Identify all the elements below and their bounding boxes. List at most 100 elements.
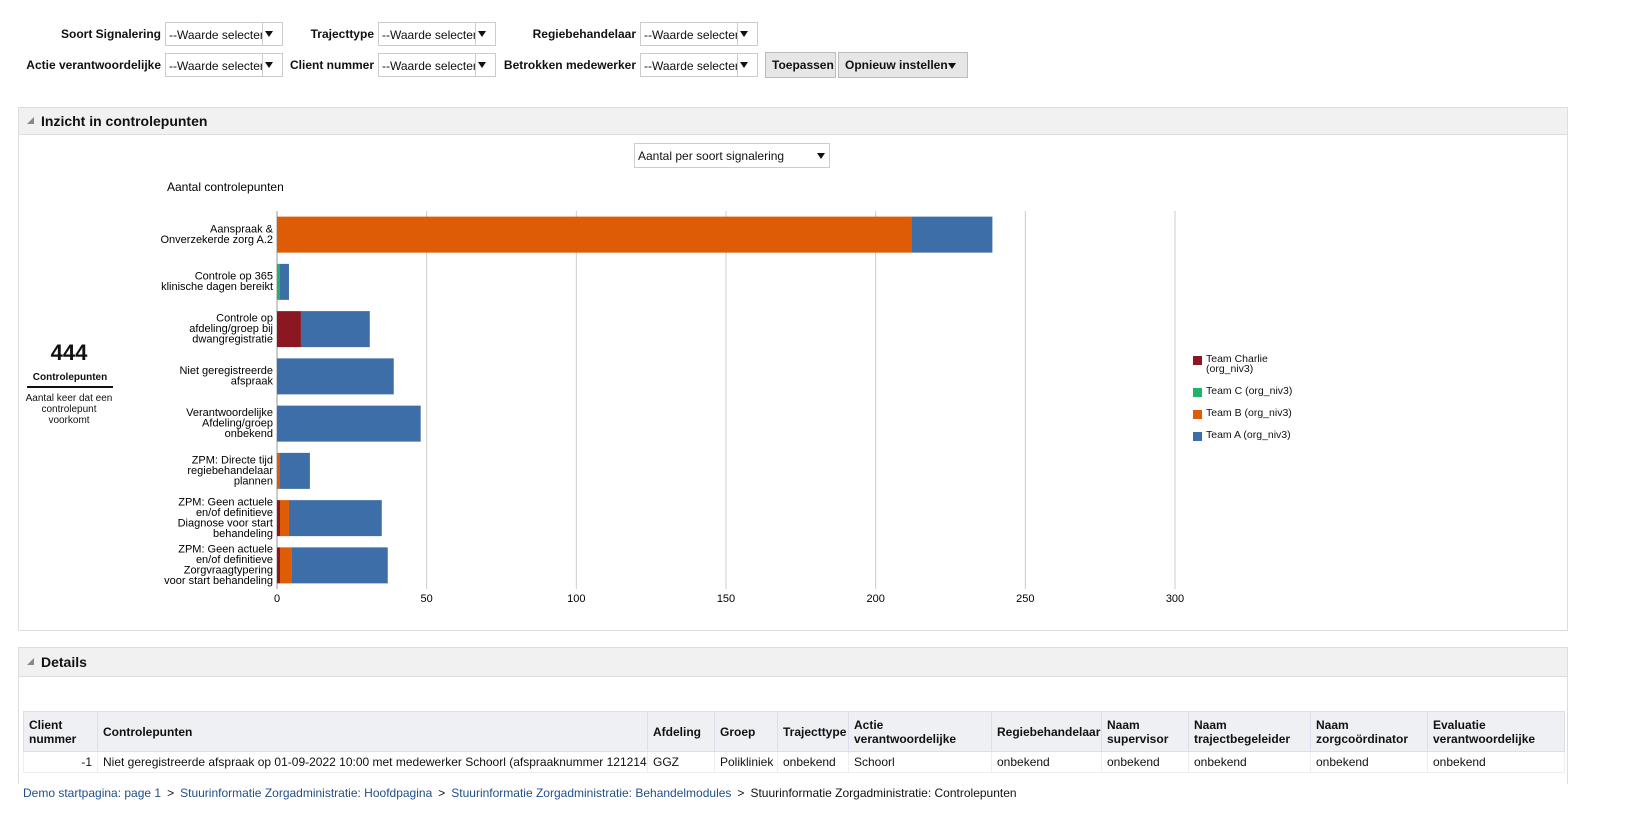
- column-header[interactable]: Regiebehandelaar: [991, 711, 1102, 752]
- category-label: Zorgvraagtypering: [184, 565, 273, 577]
- column-header[interactable]: Controlepunten: [97, 711, 648, 752]
- arrow-icon: [478, 31, 486, 37]
- category-label: onbekend: [225, 428, 273, 440]
- button[interactable]: Toepassen: [765, 52, 836, 78]
- category-label: behandeling: [213, 528, 273, 540]
- category-label: Afdeling/groep: [202, 418, 273, 430]
- select-arrow: [262, 23, 282, 45]
- bar-segment: [288, 500, 382, 537]
- button[interactable]: Opnieuw instellen: [838, 52, 968, 78]
- bar-segment: [279, 263, 289, 300]
- details-header[interactable]: Details: [18, 647, 1568, 677]
- legend-swatch: [1193, 410, 1202, 419]
- category-label: voor start behandeling: [164, 575, 273, 587]
- filter-value: --Waarde selecteren: [644, 59, 738, 73]
- select-arrow: [737, 54, 757, 76]
- breadcrumb-link[interactable]: Stuurinformatie Zorgadministratie: Behan…: [451, 786, 732, 800]
- bar-segment: [277, 452, 280, 489]
- x-tick-label: 300: [1166, 593, 1184, 605]
- bar-segment: [279, 452, 310, 489]
- table-cell: onbekend: [1188, 751, 1311, 773]
- legend-item: Team B (org_niv3): [1193, 408, 1296, 419]
- select-arrow: [475, 23, 495, 45]
- x-tick-label: 50: [421, 593, 433, 605]
- chart: Aantal controlepunten 0 50 100 150 200 250 300…: [160, 180, 1184, 605]
- bar-segment: [291, 547, 388, 584]
- category-label: ZPM: Geen actuele: [178, 544, 273, 556]
- bar-segment: [300, 311, 370, 348]
- filter-select[interactable]: --Waarde selecteren: [378, 53, 496, 77]
- category-label: en/of definitieve: [196, 554, 273, 566]
- panel-title: Inzicht in controlepunten: [41, 113, 208, 129]
- category-label: afspraak: [231, 376, 274, 388]
- category-label: klinische dagen bereikt: [161, 281, 273, 293]
- bar-segment: [277, 216, 912, 253]
- legend-label: Team Charlie (org_niv3): [1206, 353, 1268, 375]
- bar-segment: [277, 405, 421, 442]
- bar-segment: [279, 547, 292, 584]
- table-cell: Schoorl: [848, 751, 992, 773]
- details-title: Details: [41, 654, 87, 670]
- breadcrumb-separator: >: [438, 786, 446, 800]
- column-header[interactable]: Naam zorgcoördinator: [1310, 711, 1428, 752]
- breadcrumb-link[interactable]: Stuurinformatie Zorgadministratie: Hoofd…: [180, 786, 433, 800]
- chart-select-value: Aantal per soort signalering: [638, 149, 785, 163]
- filter-select[interactable]: --Waarde selecteren: [165, 22, 283, 46]
- column-header[interactable]: Groep: [714, 711, 778, 752]
- category-label: Controle op 365: [195, 271, 273, 283]
- legend-swatch: [1193, 432, 1202, 441]
- bar-segment: [277, 547, 280, 584]
- panel-header[interactable]: Inzicht in controlepunten: [18, 107, 1568, 135]
- category-label: Aanspraak &: [210, 223, 274, 235]
- legend-item: Team C (org_niv3): [1193, 386, 1296, 397]
- filter-select[interactable]: --Waarde selecteren: [165, 53, 283, 77]
- bar-segment: [277, 311, 301, 348]
- column-header[interactable]: Client nummer: [23, 711, 98, 752]
- column-header[interactable]: Actie verantwoordelijke: [848, 711, 992, 752]
- column-header[interactable]: Afdeling: [647, 711, 715, 752]
- filter-value: --Waarde selecteren: [169, 28, 263, 42]
- filter-select[interactable]: --Waarde selecteren: [640, 22, 758, 46]
- column-header[interactable]: Naam supervisor: [1101, 711, 1189, 752]
- kpi-value: 444: [50, 340, 88, 365]
- table-cell: onbekend: [1310, 751, 1428, 773]
- filter-label: Client nummer: [289, 58, 374, 72]
- bar-segment: [279, 500, 289, 537]
- filter-label: Trajecttype: [310, 27, 374, 41]
- category-label: Controle op: [216, 313, 273, 325]
- select-arrow: [737, 23, 757, 45]
- breadcrumb-link[interactable]: Demo startpagina: page 1: [23, 786, 162, 800]
- details-table-wrap: Client nummer Controlepunten Afdeling Groep…: [23, 711, 1565, 773]
- x-tick-label: 200: [866, 593, 884, 605]
- category-label: ZPM: Geen actuele: [178, 496, 273, 508]
- legend-swatch: [1193, 356, 1202, 365]
- arrow-icon: [265, 31, 273, 37]
- arrow-icon: [265, 62, 273, 68]
- details-table: Client nummer Controlepunten Afdeling Groep…: [23, 711, 1565, 773]
- table-cell: -1: [23, 751, 98, 773]
- kpi-description: Aantal keer dat een controlepunt voorkom…: [25, 393, 113, 426]
- column-header[interactable]: Trajecttype: [777, 711, 849, 752]
- category-label: Verantwoordelijke: [186, 407, 273, 419]
- filter-select[interactable]: --Waarde selecteren: [378, 22, 496, 46]
- table-cell: onbekend: [777, 751, 849, 773]
- table-row: -1 Niet geregistreerde afspraak op 01-09-…: [23, 751, 1565, 773]
- bar-segment: [911, 216, 993, 253]
- filter-label: Soort Signalering: [60, 27, 161, 41]
- table-cell: Polikliniek: [714, 751, 778, 773]
- bar-segment: [277, 263, 280, 300]
- legend-item: Team A (org_niv3): [1193, 430, 1296, 441]
- filter-label: Regiebehandelaar: [532, 27, 636, 41]
- chart-select[interactable]: Aantal per soort signalering: [634, 143, 830, 168]
- column-header[interactable]: Evaluatie verantwoordelijke: [1427, 711, 1565, 752]
- column-header[interactable]: Naam trajectbegeleider: [1188, 711, 1311, 752]
- table-cell: Niet geregistreerde afspraak op 01-09-20…: [97, 751, 648, 773]
- filter-select[interactable]: --Waarde selecteren: [640, 53, 758, 77]
- category-label: plannen: [234, 475, 273, 487]
- breadcrumb-separator: >: [167, 786, 175, 800]
- category-label: Diagnose voor start: [178, 517, 273, 529]
- header-row: Client nummer Controlepunten Afdeling Groep…: [23, 711, 1565, 752]
- breadcrumb: Demo startpagina: page 1 > Stuurinformatie…: [0, 784, 1626, 827]
- legend-swatch: [1193, 388, 1202, 397]
